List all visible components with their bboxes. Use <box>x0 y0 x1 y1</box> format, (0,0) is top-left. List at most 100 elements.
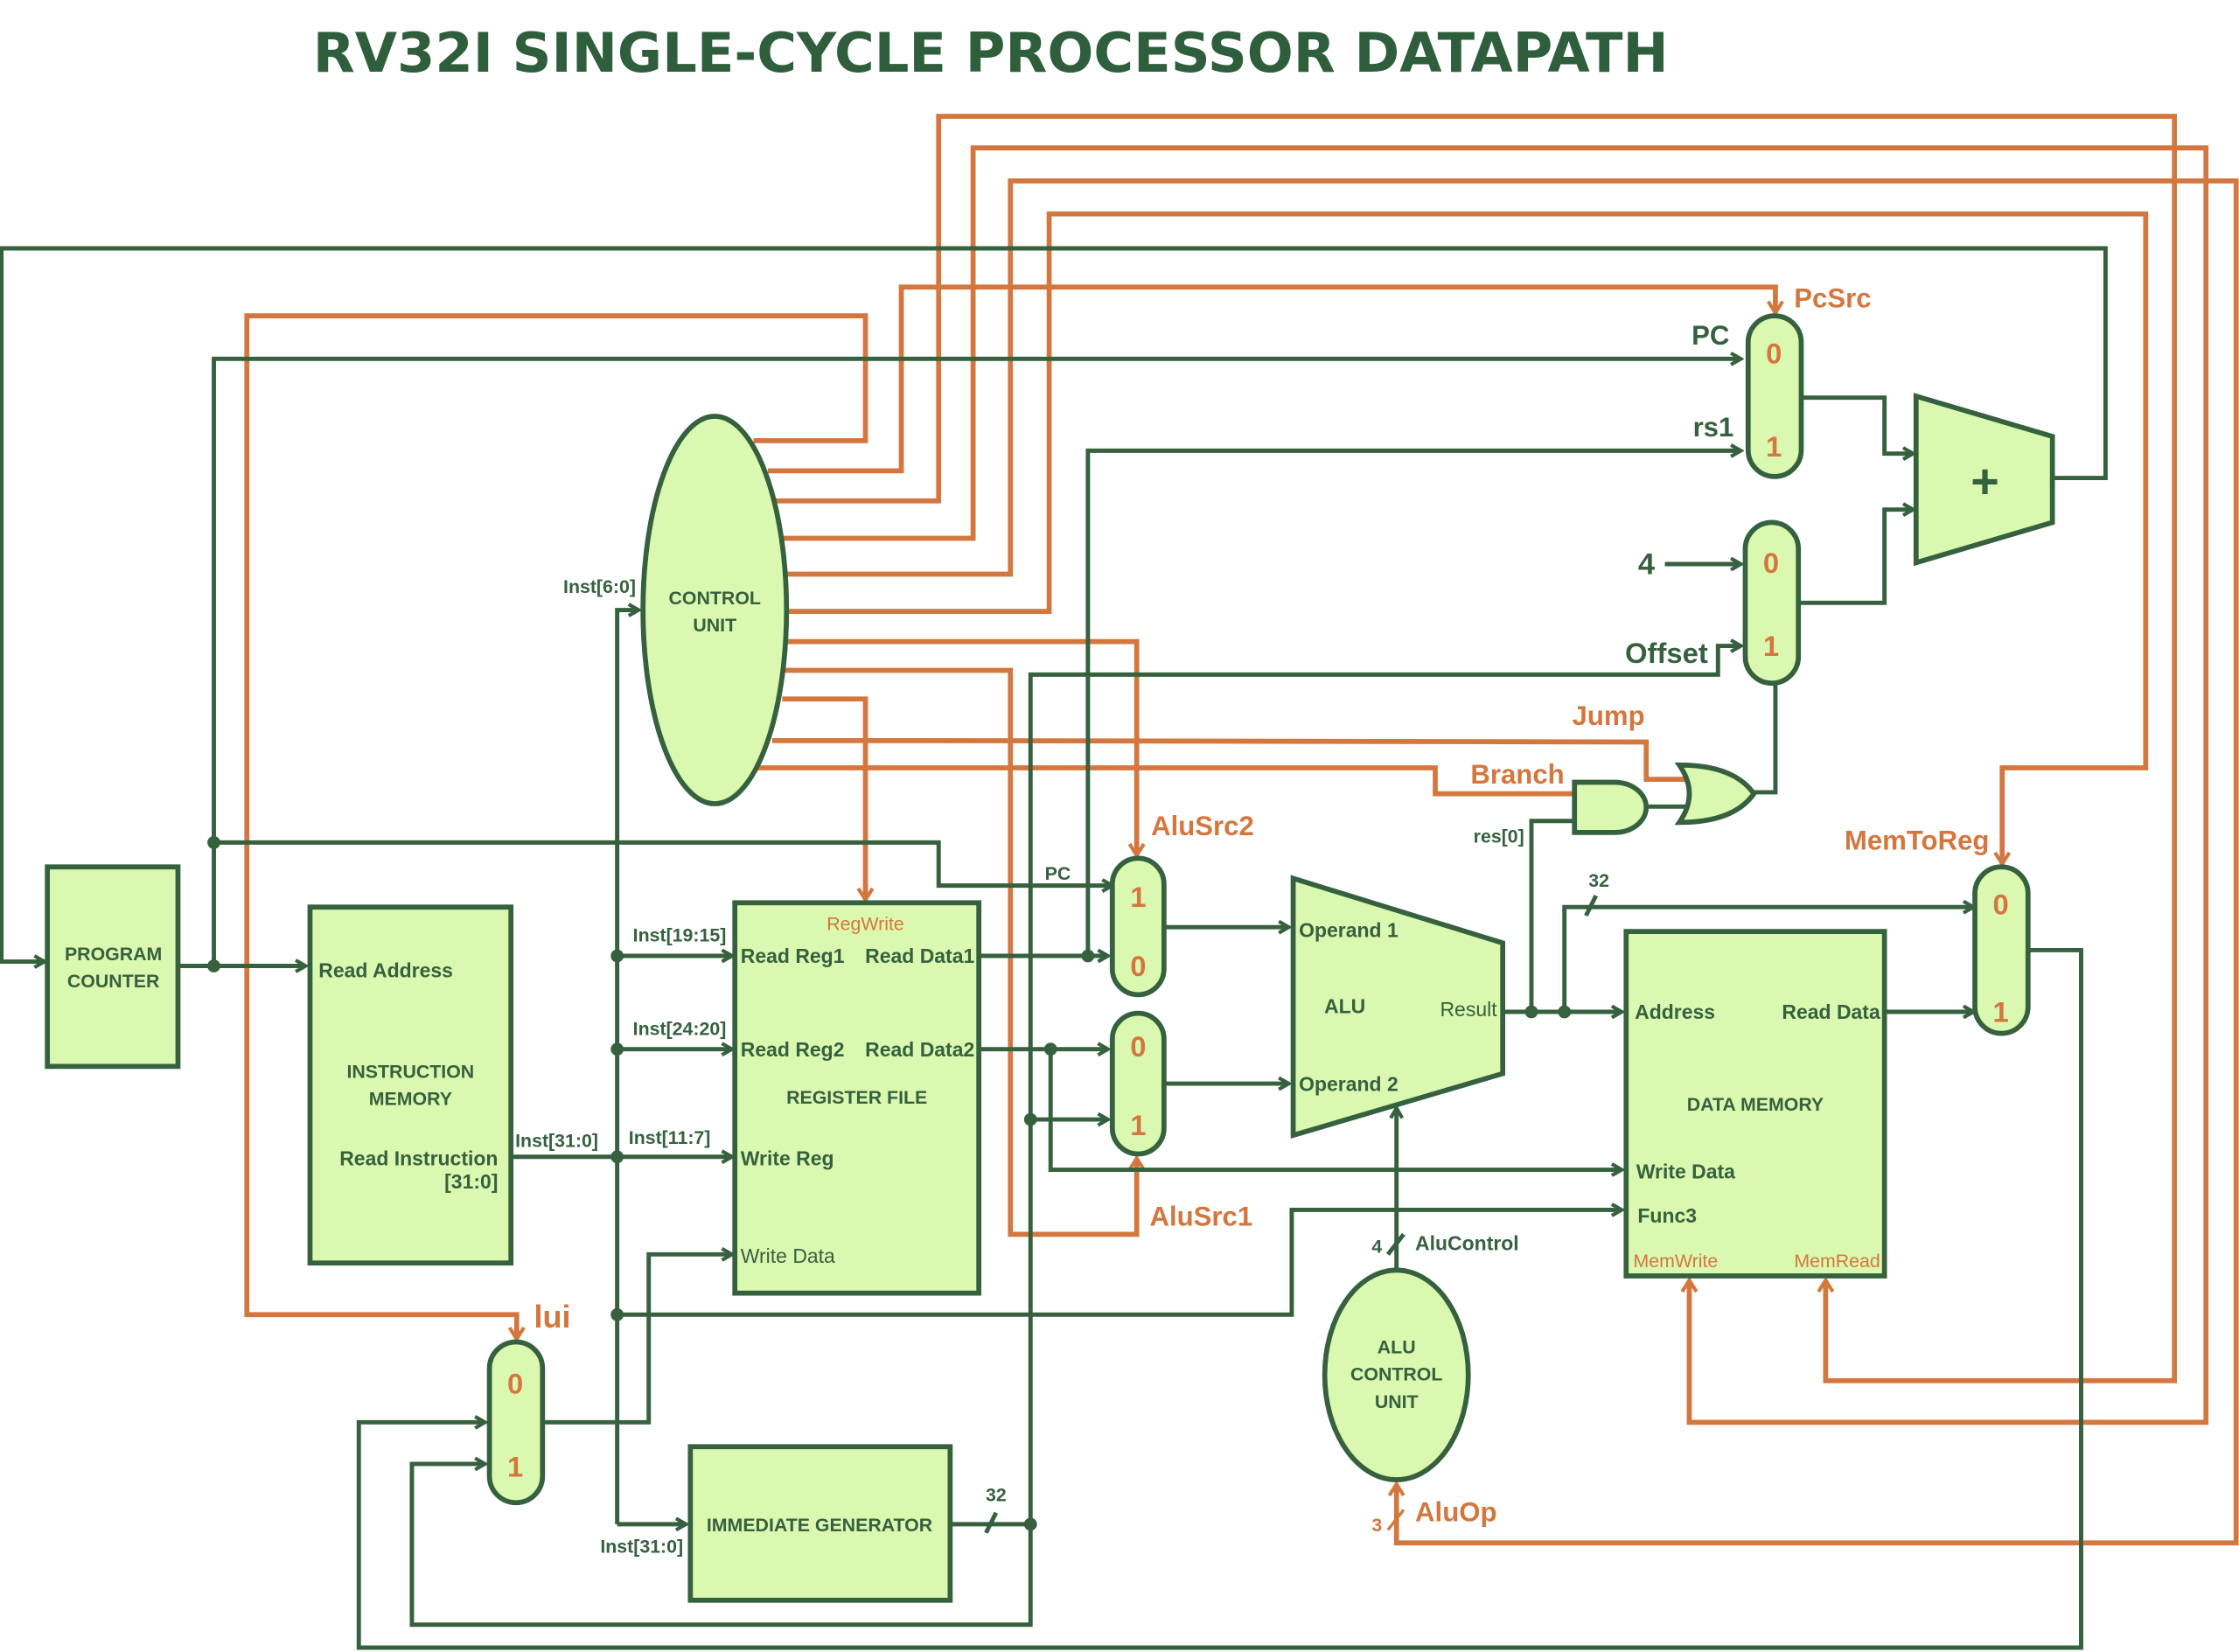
svg-text:MemWrite: MemWrite <box>1633 1251 1718 1272</box>
wire-offset <box>1028 646 1740 1524</box>
register-file: RegWrite Read Reg1 Read Data1 Read Reg2 … <box>732 900 982 1296</box>
svg-text:RegWrite: RegWrite <box>827 913 904 934</box>
svg-text:CONTROL: CONTROL <box>669 588 761 609</box>
svg-text:res[0]: res[0] <box>1474 826 1524 847</box>
alusrc1-mux: 0 1 AluSrc1 <box>1109 1010 1252 1232</box>
svg-text:CONTROL: CONTROL <box>1350 1364 1442 1385</box>
wire-next-pc <box>0 246 2108 962</box>
svg-text:1: 1 <box>507 1451 523 1483</box>
alu: Operand 1 ALU Result Operand 2 <box>1290 875 1506 1139</box>
wire-pc-to-alusrc2 <box>213 840 1113 885</box>
junction-dots <box>207 835 1572 1531</box>
data-memory: Address Read Data DATA MEMORY Write Data… <box>1623 929 1887 1279</box>
svg-text:0: 0 <box>1766 337 1782 369</box>
wire-memwrite <box>782 145 2209 1425</box>
svg-text:Read Data2: Read Data2 <box>865 1038 974 1061</box>
svg-text:1: 1 <box>1130 1109 1146 1141</box>
svg-text:AluControl: AluControl <box>1415 1231 1519 1254</box>
wire-alusrc1 <box>785 667 1137 1237</box>
svg-text:Operand 2: Operand 2 <box>1299 1072 1399 1095</box>
wire-jump <box>771 737 1691 783</box>
wire-res0 <box>1529 819 1575 1013</box>
svg-text:Inst[6:0]: Inst[6:0] <box>563 576 636 597</box>
svg-text:Jump: Jump <box>1573 701 1645 731</box>
immediate-generator: IMMEDIATE GENERATOR <box>687 1444 953 1603</box>
svg-text:Func3: Func3 <box>1637 1204 1697 1227</box>
svg-text:Write Data: Write Data <box>1636 1160 1735 1182</box>
bus-width-slash <box>1386 1509 1405 1531</box>
control-unit: CONTROL UNIT <box>640 414 790 806</box>
svg-text:Address: Address <box>1635 1000 1715 1023</box>
wire-aluop <box>786 178 2239 1546</box>
bus-width-slash <box>1385 1232 1405 1256</box>
svg-text:Inst[11:7]: Inst[11:7] <box>629 1127 711 1148</box>
bus-width-slash <box>984 1511 999 1534</box>
program-counter: PROGRAM COUNTER <box>45 864 181 1070</box>
svg-text:0: 0 <box>1130 1030 1146 1063</box>
wire-memtoreg <box>786 211 2149 864</box>
signal-labels: Inst[6:0] Inst[19:15] Inst[24:20] Inst[3… <box>515 576 1644 1558</box>
svg-text:Read Data1: Read Data1 <box>865 944 974 967</box>
control-wires <box>244 114 2239 1546</box>
svg-text:1: 1 <box>1130 881 1146 913</box>
svg-text:4: 4 <box>1371 1237 1382 1258</box>
wire-alusrc2 <box>786 638 1136 856</box>
wire-rs1 <box>1085 450 1741 957</box>
svg-text:PC: PC <box>1045 863 1071 884</box>
wire-imm-out <box>409 1464 1033 1628</box>
wire-func3 <box>617 1209 1622 1317</box>
svg-text:32: 32 <box>1588 870 1609 891</box>
wire-writeback <box>356 947 2083 1650</box>
svg-text:PC: PC <box>1691 320 1729 351</box>
wire-branch <box>757 765 1575 797</box>
svg-text:Read Data: Read Data <box>1782 1000 1880 1023</box>
svg-text:Inst[19:15]: Inst[19:15] <box>633 925 727 946</box>
or-gate <box>1674 762 1757 826</box>
wire-regwrite <box>782 696 865 900</box>
wire-inst-vertical <box>615 610 639 1524</box>
lui-mux: 0 1 lui <box>486 1299 571 1506</box>
svg-text:UNIT: UNIT <box>693 615 736 636</box>
svg-text:1: 1 <box>1763 630 1779 662</box>
svg-text:rs1: rs1 <box>1693 412 1734 443</box>
svg-text:Offset: Offset <box>1625 637 1708 669</box>
svg-text:Read Address: Read Address <box>318 959 453 982</box>
svg-text:DATA MEMORY: DATA MEMORY <box>1687 1094 1824 1115</box>
svg-text:MEMORY: MEMORY <box>369 1089 452 1110</box>
svg-text:UNIT: UNIT <box>1375 1391 1419 1412</box>
and-gate <box>1572 779 1650 835</box>
svg-text:Inst[24:20]: Inst[24:20] <box>633 1018 727 1039</box>
datapath-wires <box>0 246 2108 1650</box>
alusrc2-mux: 1 0 AluSrc2 PC <box>1045 811 1254 998</box>
svg-text:lui: lui <box>534 1299 570 1335</box>
wire-result-to-memtoreg <box>1562 907 1974 1013</box>
svg-text:Read Reg1: Read Reg1 <box>741 944 845 967</box>
svg-text:3: 3 <box>1371 1515 1382 1536</box>
pcsrc-mux: 0 1 PcSrc PC rs1 <box>1691 282 1872 479</box>
svg-text:MemRead: MemRead <box>1794 1251 1880 1272</box>
instruction-memory: Read Address INSTRUCTION MEMORY Read Ins… <box>307 904 514 1266</box>
svg-text:COUNTER: COUNTER <box>67 971 159 992</box>
svg-text:0: 0 <box>1763 547 1779 579</box>
svg-text:ALU: ALU <box>1324 995 1365 1018</box>
svg-text:MemToReg: MemToReg <box>1845 826 1990 856</box>
offset-mux: 0 1 4 Offset <box>1625 519 1802 687</box>
svg-text:IMMEDIATE GENERATOR: IMMEDIATE GENERATOR <box>707 1515 932 1536</box>
wire-pc-to-pcsrc <box>212 359 1741 966</box>
pc-adder: + <box>1913 393 2055 567</box>
svg-text:0: 0 <box>507 1368 523 1400</box>
svg-text:REGISTER FILE: REGISTER FILE <box>786 1087 927 1108</box>
wire-offsetmux-out <box>1798 510 1913 605</box>
svg-text:AluSrc1: AluSrc1 <box>1149 1202 1252 1232</box>
svg-text:4: 4 <box>1638 548 1655 582</box>
svg-text:0: 0 <box>1130 950 1146 982</box>
wire-write-data-mem <box>1048 1049 1622 1170</box>
wire-or-out <box>1751 683 1778 795</box>
svg-text:AluOp: AluOp <box>1415 1497 1496 1528</box>
wire-pcsrc-out <box>1801 395 1913 454</box>
alu-control-unit: ALU CONTROL UNIT <box>1322 1267 1471 1482</box>
svg-text:Branch: Branch <box>1470 759 1564 790</box>
svg-text:Result: Result <box>1440 998 1497 1021</box>
